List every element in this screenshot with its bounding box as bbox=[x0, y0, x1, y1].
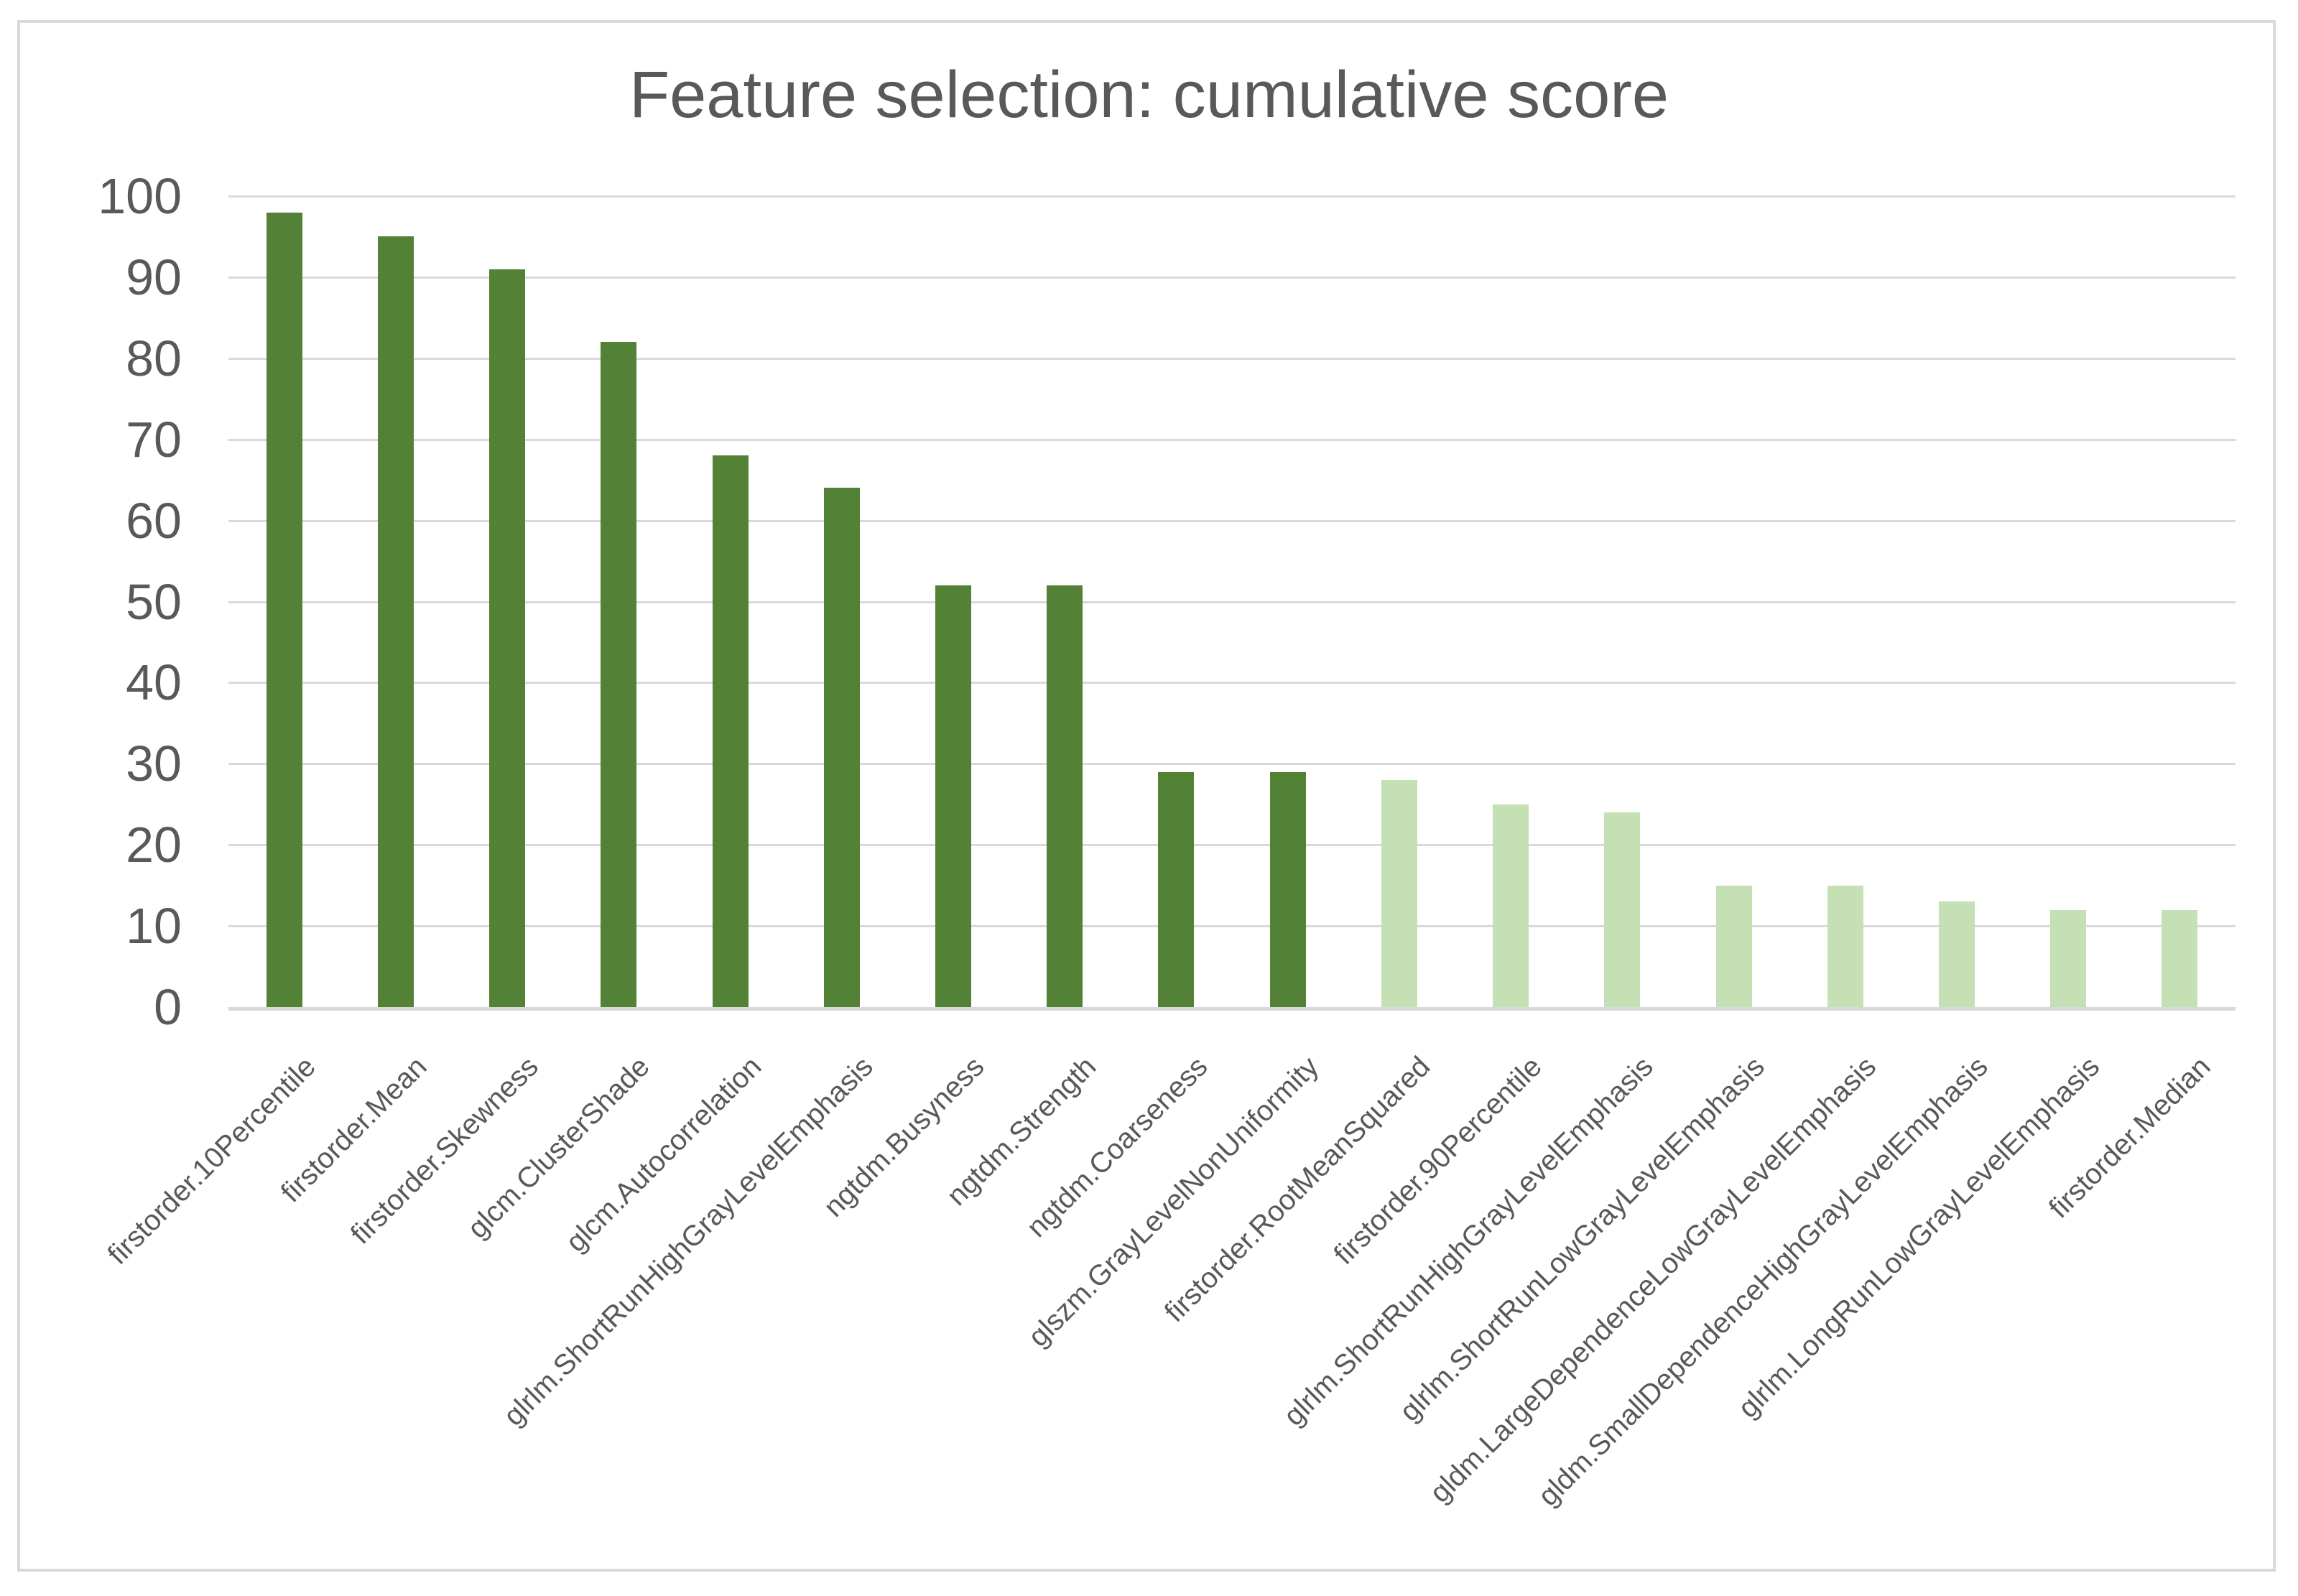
gridline bbox=[228, 844, 2236, 847]
gridline bbox=[228, 357, 2236, 360]
gridline bbox=[228, 195, 2236, 198]
bar-ngtdm.Coarseness bbox=[1158, 772, 1194, 1007]
gridline bbox=[228, 276, 2236, 279]
y-tick-label: 70 bbox=[126, 411, 182, 468]
chart-title: Feature selection: cumulative score bbox=[629, 58, 1669, 131]
bar-glrlm.ShortRunHighGrayLevelEmphasis bbox=[824, 488, 860, 1007]
bar-ngtdm.Strength bbox=[1047, 585, 1083, 1007]
bar-firstorder.Mean bbox=[378, 236, 414, 1007]
bar-gldm.SmallDependenceHighGrayLevelEmphasis bbox=[1939, 901, 1975, 1007]
bar-glcm.Autocorrelation bbox=[713, 455, 749, 1007]
y-tick-label: 90 bbox=[126, 249, 182, 305]
gridline bbox=[228, 519, 2236, 522]
bar-ngtdm.Busyness bbox=[935, 585, 971, 1007]
bar-glrlm.ShortRunHighGrayLevelEmphasis bbox=[1604, 812, 1640, 1007]
x-axis-line bbox=[228, 1007, 2236, 1011]
gridline bbox=[228, 438, 2236, 441]
bar-glcm.ClusterShade bbox=[601, 342, 636, 1007]
gridline bbox=[228, 925, 2236, 928]
bar-glszm.GrayLevelNonUniformity bbox=[1270, 772, 1306, 1007]
y-tick-label: 10 bbox=[126, 898, 182, 955]
bar-firstorder.10Percentile bbox=[267, 213, 302, 1007]
y-tick-label: 50 bbox=[126, 573, 182, 630]
bar-glrlm.ShortRunLowGrayLevelEmphasis bbox=[1716, 886, 1752, 1007]
y-tick-label: 80 bbox=[126, 330, 182, 386]
y-tick-label: 40 bbox=[126, 654, 182, 711]
gridline bbox=[228, 600, 2236, 603]
bar-glrlm.LongRunLowGrayLevelEmphasis bbox=[2050, 910, 2086, 1007]
chart-frame-border bbox=[17, 20, 2276, 1572]
y-tick-label: 20 bbox=[126, 817, 182, 873]
gridline bbox=[228, 682, 2236, 685]
y-tick-label: 30 bbox=[126, 736, 182, 792]
bar-firstorder.Skewness bbox=[489, 269, 525, 1007]
bar-firstorder.RootMeanSquared bbox=[1381, 780, 1417, 1007]
bar-firstorder.Median bbox=[2162, 910, 2197, 1007]
y-tick-label: 60 bbox=[126, 492, 182, 549]
y-tick-label: 100 bbox=[98, 168, 182, 224]
bar-firstorder.90Percentile bbox=[1493, 804, 1529, 1007]
bar-gldm.LargeDependenceLowGrayLevelEmphasis bbox=[1827, 886, 1863, 1007]
y-tick-label: 0 bbox=[154, 979, 182, 1035]
gridline bbox=[228, 763, 2236, 766]
